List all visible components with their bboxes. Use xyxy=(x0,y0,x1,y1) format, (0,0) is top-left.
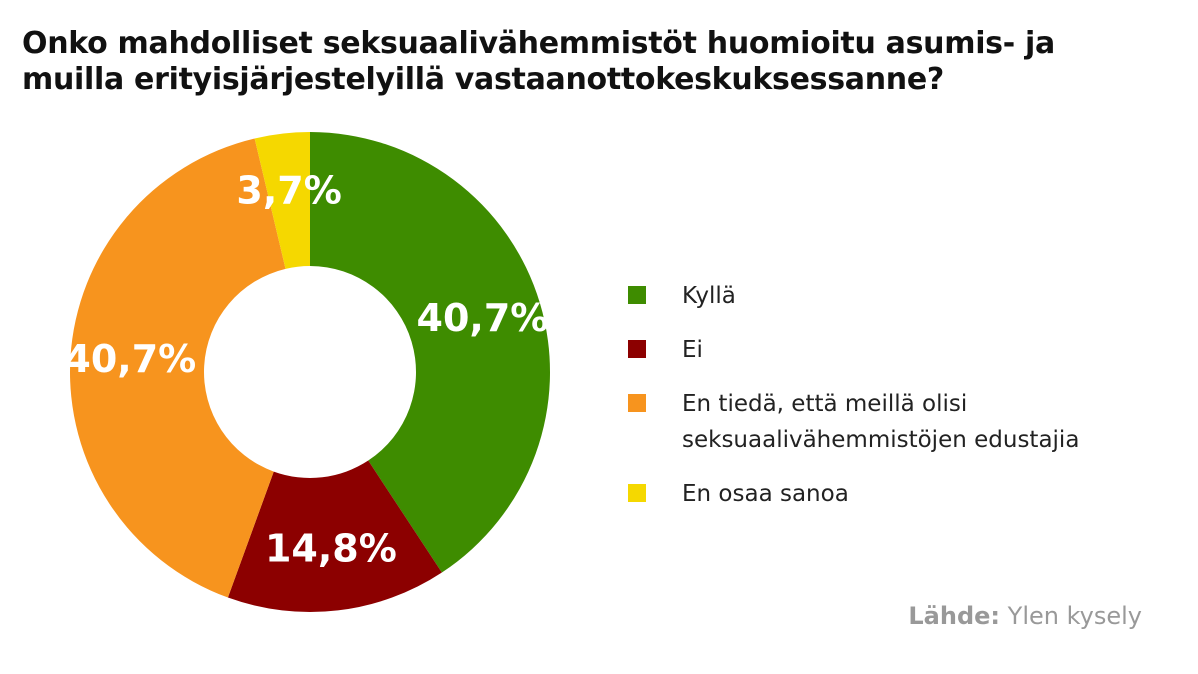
slice xyxy=(310,132,551,573)
legend-swatch xyxy=(628,394,646,412)
legend: Kyllä Ei En tiedä, että meillä olisi seksu… xyxy=(620,278,1172,530)
legend-item: En osaa sanoa xyxy=(620,476,1172,512)
slice xyxy=(69,138,286,598)
chart-title: Onko mahdolliset seksuaalivähemmistöt hu… xyxy=(22,26,1055,97)
slice xyxy=(227,460,442,613)
value-label: 40,7% xyxy=(64,337,196,381)
legend-swatch xyxy=(628,286,646,304)
legend-item: Kyllä xyxy=(620,278,1172,314)
source: Lähde: Ylen kysely xyxy=(908,602,1142,630)
legend-item: En tiedä, että meillä olisi seksuaaliväh… xyxy=(620,386,1172,458)
source-text: Ylen kysely xyxy=(1007,602,1142,630)
slice xyxy=(254,132,310,269)
legend-item: Ei xyxy=(620,332,1172,368)
value-label: 40,7% xyxy=(417,296,549,340)
legend-label: En osaa sanoa xyxy=(682,481,849,507)
value-label: 3,7% xyxy=(236,169,341,213)
value-label: 14,8% xyxy=(265,526,397,570)
source-label: Lähde: xyxy=(908,602,1001,630)
legend-swatch xyxy=(628,484,646,502)
legend-label: En tiedä, että meillä olisi seksuaaliväh… xyxy=(682,391,1080,453)
legend-label: Ei xyxy=(682,337,703,363)
legend-label: Kyllä xyxy=(682,283,736,309)
legend-swatch xyxy=(628,340,646,358)
